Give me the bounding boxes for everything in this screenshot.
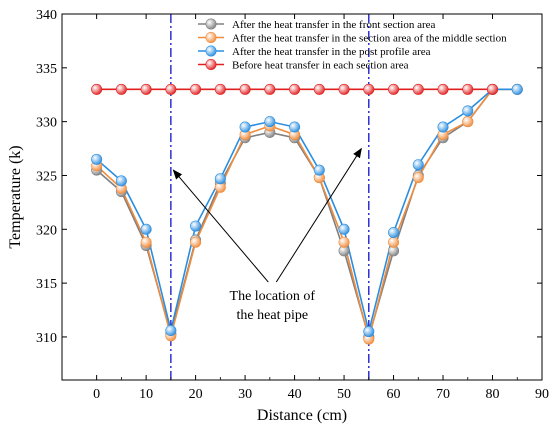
series-markers-2: [91, 83, 523, 338]
data-point: [214, 83, 226, 95]
data-point: [388, 236, 400, 248]
data-point: [388, 83, 400, 95]
data-point: [388, 227, 400, 239]
data-point: [115, 175, 127, 187]
x-axis-title: Distance (cm): [257, 407, 347, 424]
data-point: [338, 223, 350, 235]
data-point: [190, 236, 202, 248]
plot-frame: [61, 13, 543, 381]
y-tick-label: 310: [36, 331, 57, 346]
data-point: [91, 153, 103, 165]
annotation: The location of the heat pipe: [172, 147, 362, 323]
x-tick-label: 40: [288, 387, 302, 402]
legend-label: After the heat transfer in the post prof…: [232, 46, 431, 58]
data-point: [511, 83, 523, 95]
annotation-text-line2: the heat pipe: [237, 308, 309, 323]
data-point: [264, 116, 276, 128]
legend-swatch-marker: [205, 31, 217, 43]
data-point: [165, 324, 177, 336]
legend-item-1: After the heat transfer in the section a…: [198, 31, 507, 45]
x-tick-label: 10: [139, 387, 153, 402]
y-tick-label: 330: [36, 116, 57, 131]
data-point: [338, 236, 350, 248]
data-point: [313, 164, 325, 176]
annotation-text-line1: The location of: [230, 289, 316, 304]
data-point: [165, 83, 177, 95]
legend: After the heat transfer in the front sec…: [198, 18, 507, 72]
x-tick-label: 0: [93, 387, 100, 402]
data-point: [462, 116, 474, 128]
legend-item-2: After the heat transfer in the post prof…: [198, 45, 431, 58]
data-point: [264, 83, 276, 95]
legend-label: After the heat transfer in the front sec…: [232, 19, 436, 31]
data-point: [363, 83, 375, 95]
series-markers-3: [91, 83, 499, 95]
data-point: [115, 83, 127, 95]
y-tick-label: 315: [36, 277, 57, 292]
y-tick-label: 335: [36, 62, 57, 77]
data-point: [313, 83, 325, 95]
data-point: [462, 105, 474, 117]
legend-swatch-marker: [205, 18, 217, 30]
axes: 0 10 20 30 40 50 60 70 80 90 310 315 320 325 330 335 340: [36, 8, 549, 402]
y-axis-title: Temperature (k): [7, 145, 24, 248]
annotation-arrow-right: [275, 147, 362, 283]
y-tick-label: 340: [36, 8, 57, 23]
x-tick-label: 20: [189, 387, 203, 402]
y-tick-label: 320: [36, 223, 57, 238]
data-point: [140, 83, 152, 95]
data-point: [289, 121, 301, 133]
data-point: [412, 159, 424, 171]
x-tick-label: 60: [387, 387, 401, 402]
data-point: [412, 172, 424, 184]
data-point: [338, 83, 350, 95]
series-group: [91, 83, 523, 345]
reference-lines: [170, 14, 370, 380]
data-point: [140, 223, 152, 235]
data-point: [239, 83, 251, 95]
data-point: [214, 173, 226, 185]
x-tick-label: 50: [337, 387, 351, 402]
legend-label: Before heat transfer in each section are…: [232, 60, 409, 72]
data-point: [190, 83, 202, 95]
data-point: [363, 326, 375, 338]
data-point: [412, 83, 424, 95]
legend-label: After the heat transfer in the section a…: [232, 33, 507, 45]
legend-swatch-marker: [205, 45, 217, 57]
plot-background: [62, 14, 542, 380]
data-point: [437, 83, 449, 95]
data-point: [462, 83, 474, 95]
data-point: [91, 83, 103, 95]
x-tick-label: 90: [535, 387, 549, 402]
data-point: [140, 236, 152, 248]
data-point: [190, 220, 202, 232]
legend-item-3: Before heat transfer in each section are…: [198, 58, 409, 72]
legend-item-0: After the heat transfer in the front sec…: [198, 18, 436, 31]
plot-area: [62, 14, 542, 380]
annotation-arrow-left: [172, 169, 269, 283]
x-tick-label: 30: [238, 387, 252, 402]
x-tick-label: 80: [486, 387, 500, 402]
x-tick-label: 70: [436, 387, 450, 402]
legend-swatch-marker: [205, 58, 217, 70]
y-tick-label: 325: [36, 169, 57, 184]
data-point: [487, 83, 499, 95]
data-point: [289, 83, 301, 95]
data-point: [239, 121, 251, 133]
data-point: [437, 121, 449, 133]
